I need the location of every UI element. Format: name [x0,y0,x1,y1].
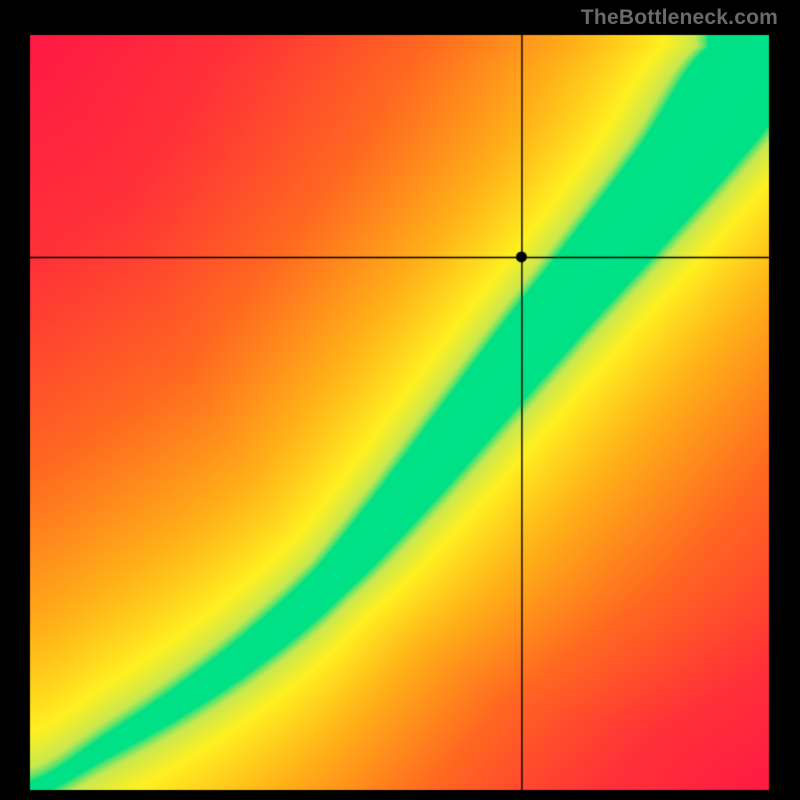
attribution-text: TheBottleneck.com [581,6,778,30]
heatmap-canvas [0,0,800,800]
chart-container: TheBottleneck.com [0,0,800,800]
